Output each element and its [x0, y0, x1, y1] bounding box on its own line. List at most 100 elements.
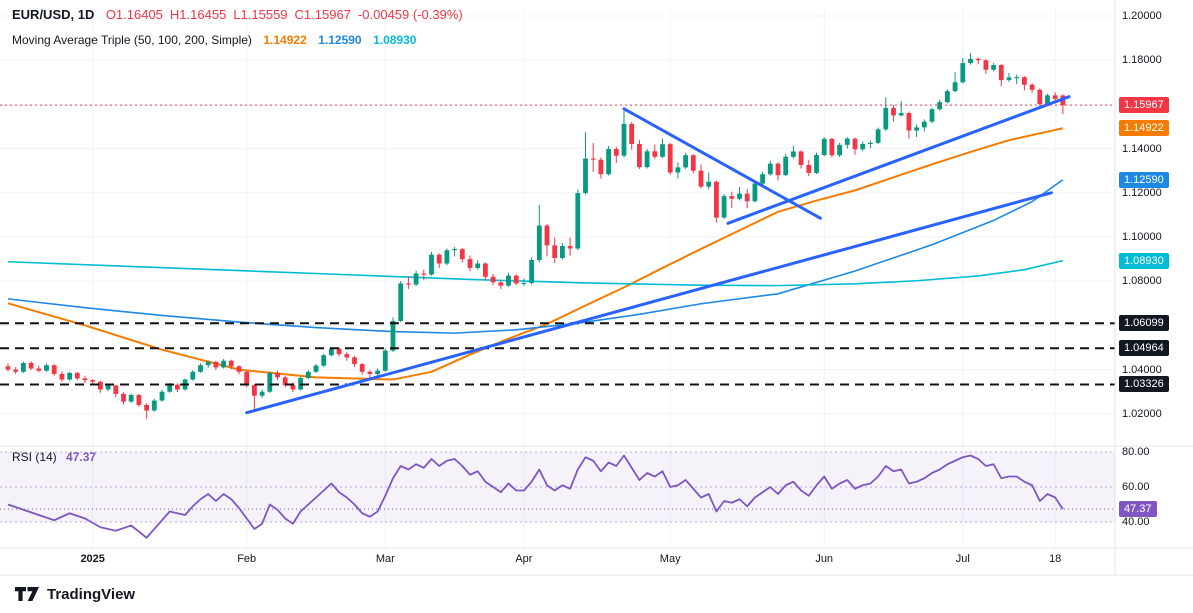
candle-body	[968, 58, 973, 64]
candle-body	[413, 273, 419, 285]
ohlc-values: O1.16405 H1.16455 L1.15559 C1.15967 -0.00459…	[99, 6, 463, 23]
ma-line-sma50[interactable]	[7, 127, 1064, 381]
candle-body	[814, 155, 819, 173]
candle-body	[868, 142, 873, 144]
time-axis-label: 18	[1049, 553, 1062, 565]
candle-body	[983, 60, 989, 70]
ma100-value: 1.12590	[318, 33, 362, 47]
ma50-value: 1.14922	[263, 33, 307, 47]
candle-body	[729, 196, 735, 199]
candle-body	[5, 366, 11, 370]
candle-body	[698, 170, 704, 187]
candle-body	[459, 249, 465, 260]
candle-body	[305, 371, 311, 378]
candle-body	[282, 377, 288, 386]
price-axis[interactable]: 1.200001.180001.160001.140001.120001.100…	[1116, 0, 1193, 575]
candle-body	[221, 360, 226, 368]
candle-body	[529, 259, 534, 283]
change-value: -0.00459 (-0.39%)	[357, 7, 463, 22]
open-value: O1.16405	[105, 7, 163, 22]
time-axis-label: May	[659, 553, 681, 565]
candle-body	[382, 350, 388, 371]
candle-body	[521, 282, 527, 284]
price-tick-label: 1.02000	[1122, 407, 1162, 420]
candle-body	[36, 368, 42, 371]
candle-body	[914, 127, 919, 131]
tradingview-logo[interactable]: TradingView	[14, 585, 135, 603]
candle-body	[444, 250, 450, 264]
candle-body	[321, 355, 327, 366]
candle-body	[860, 143, 866, 150]
candle-body	[51, 365, 57, 375]
price-tick-label: 1.20000	[1122, 10, 1162, 22]
candle-body	[667, 144, 673, 173]
time-axis-label: Feb	[237, 553, 257, 565]
candle-body	[783, 156, 789, 176]
trendline-ascending-long[interactable]	[245, 191, 1053, 415]
candle-body	[752, 183, 758, 202]
symbol-title[interactable]: EUR/USD, 1D	[12, 7, 95, 22]
ma-line-sma200[interactable]	[7, 259, 1064, 287]
rsi-value-badge: 47.37	[1119, 501, 1157, 518]
candle-body	[575, 193, 581, 249]
rsi-line[interactable]	[7, 454, 1064, 539]
time-axis-label: Apr	[515, 553, 533, 565]
candle-body	[352, 357, 357, 365]
candle-body	[1045, 95, 1050, 104]
rsi-legend: RSI (14) 47.37	[12, 450, 96, 464]
support-price-badge: 1.03326	[1119, 376, 1169, 393]
candle-body	[714, 181, 719, 218]
candle-body	[583, 158, 588, 194]
ma-indicator-label[interactable]: Moving Average Triple (50, 100, 200, Sim…	[12, 33, 252, 47]
candle-body	[175, 384, 180, 390]
candle-body	[875, 129, 881, 143]
candle-body	[159, 391, 165, 401]
trendline-ascending-steep[interactable]	[726, 95, 1071, 225]
candle-body	[683, 155, 688, 168]
price-tick-label: 1.10000	[1122, 231, 1162, 243]
candle-body	[690, 155, 696, 171]
candle-body	[760, 174, 765, 184]
candle-body	[236, 366, 242, 372]
ma-price-badge: 1.12590	[1119, 171, 1169, 188]
candle-body	[475, 263, 481, 268]
candle-body	[429, 254, 434, 275]
time-axis-label: Jun	[815, 553, 834, 565]
price-tick-label: 1.08000	[1122, 275, 1162, 288]
candle-body	[821, 138, 827, 156]
candle-body	[906, 113, 912, 131]
candle-body	[151, 400, 157, 411]
candle-body	[436, 254, 442, 264]
candle-body	[244, 371, 250, 386]
candle-body	[59, 374, 65, 380]
candle-body	[791, 151, 796, 157]
legend: EUR/USD, 1D O1.16405 H1.16455 L1.15559 C1.1…	[12, 6, 463, 49]
candle-body	[1029, 84, 1035, 90]
candle-body	[590, 158, 596, 160]
high-value: H1.16455	[169, 7, 227, 22]
candle-body	[90, 380, 96, 382]
candle-body	[406, 283, 411, 285]
candle-body	[467, 259, 473, 268]
candle-body	[1014, 77, 1020, 79]
candle-body	[398, 283, 404, 321]
candle-body	[998, 65, 1004, 81]
time-axis-label: 2025	[80, 553, 105, 565]
candle-body	[767, 163, 773, 175]
rsi-indicator-label[interactable]: RSI (14)	[12, 450, 57, 464]
candle-body	[290, 385, 296, 390]
candle-body	[198, 365, 203, 372]
candle-body	[798, 151, 804, 165]
rsi-tick-label: 40.00	[1122, 516, 1150, 528]
candle-body	[228, 360, 234, 367]
price-tick-label: 1.18000	[1122, 54, 1162, 67]
time-axis[interactable]: 2025 Feb Mar Apr May Jun Jul 18	[0, 553, 1115, 573]
ma200-value: 1.08930	[373, 33, 417, 47]
support-price-badge: 1.04964	[1119, 340, 1169, 357]
ma-line-sma100[interactable]	[7, 179, 1064, 334]
candle-body	[637, 143, 642, 168]
candle-body	[336, 348, 342, 355]
candle-body	[483, 263, 488, 277]
